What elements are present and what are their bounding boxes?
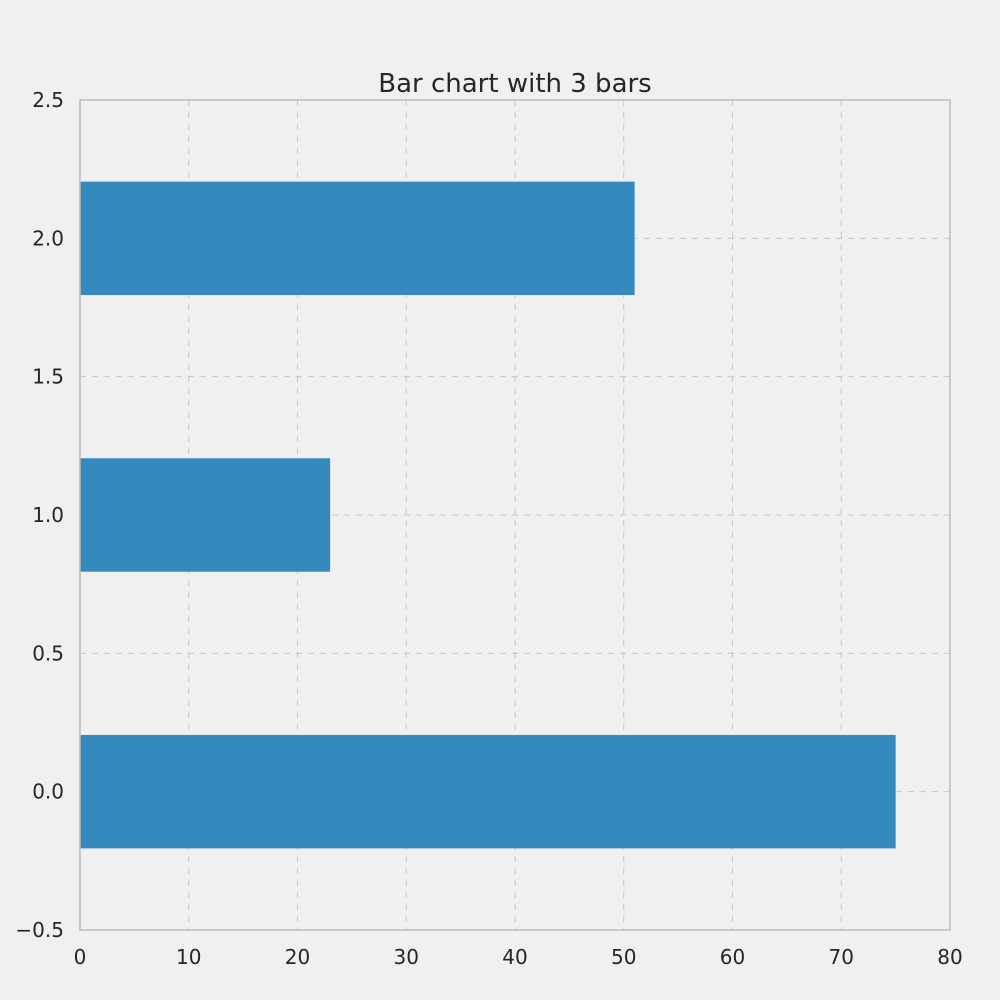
bars xyxy=(80,181,896,849)
x-tick-label: 60 xyxy=(720,945,745,969)
bar xyxy=(80,458,331,572)
x-tick-label: 80 xyxy=(937,945,962,969)
x-tick-label: 50 xyxy=(611,945,636,969)
x-tick-label: 30 xyxy=(394,945,419,969)
x-tick-labels: 0 10 20 30 40 50 60 70 80 xyxy=(74,945,963,969)
x-tick-label: 40 xyxy=(502,945,527,969)
y-tick-label: 0.0 xyxy=(32,780,64,804)
y-tick-label: 1.0 xyxy=(32,503,64,527)
y-tick-label: 0.5 xyxy=(32,641,64,665)
y-tick-label: 1.5 xyxy=(32,365,64,389)
x-tick-label: 0 xyxy=(74,945,87,969)
bar xyxy=(80,181,635,296)
x-tick-label: 20 xyxy=(285,945,310,969)
x-tick-label: 10 xyxy=(176,945,201,969)
plot-frame xyxy=(79,99,951,931)
chart-title: Bar chart with 3 bars xyxy=(378,69,651,99)
y-tick-label: 2.5 xyxy=(32,88,64,112)
y-tick-labels: −0.5 0.0 0.5 1.0 1.5 2.0 2.5 xyxy=(15,88,64,942)
x-tick-label: 70 xyxy=(829,945,854,969)
bar xyxy=(80,734,896,849)
y-tick-label: 2.0 xyxy=(32,226,64,250)
y-tick-label: −0.5 xyxy=(15,918,64,942)
